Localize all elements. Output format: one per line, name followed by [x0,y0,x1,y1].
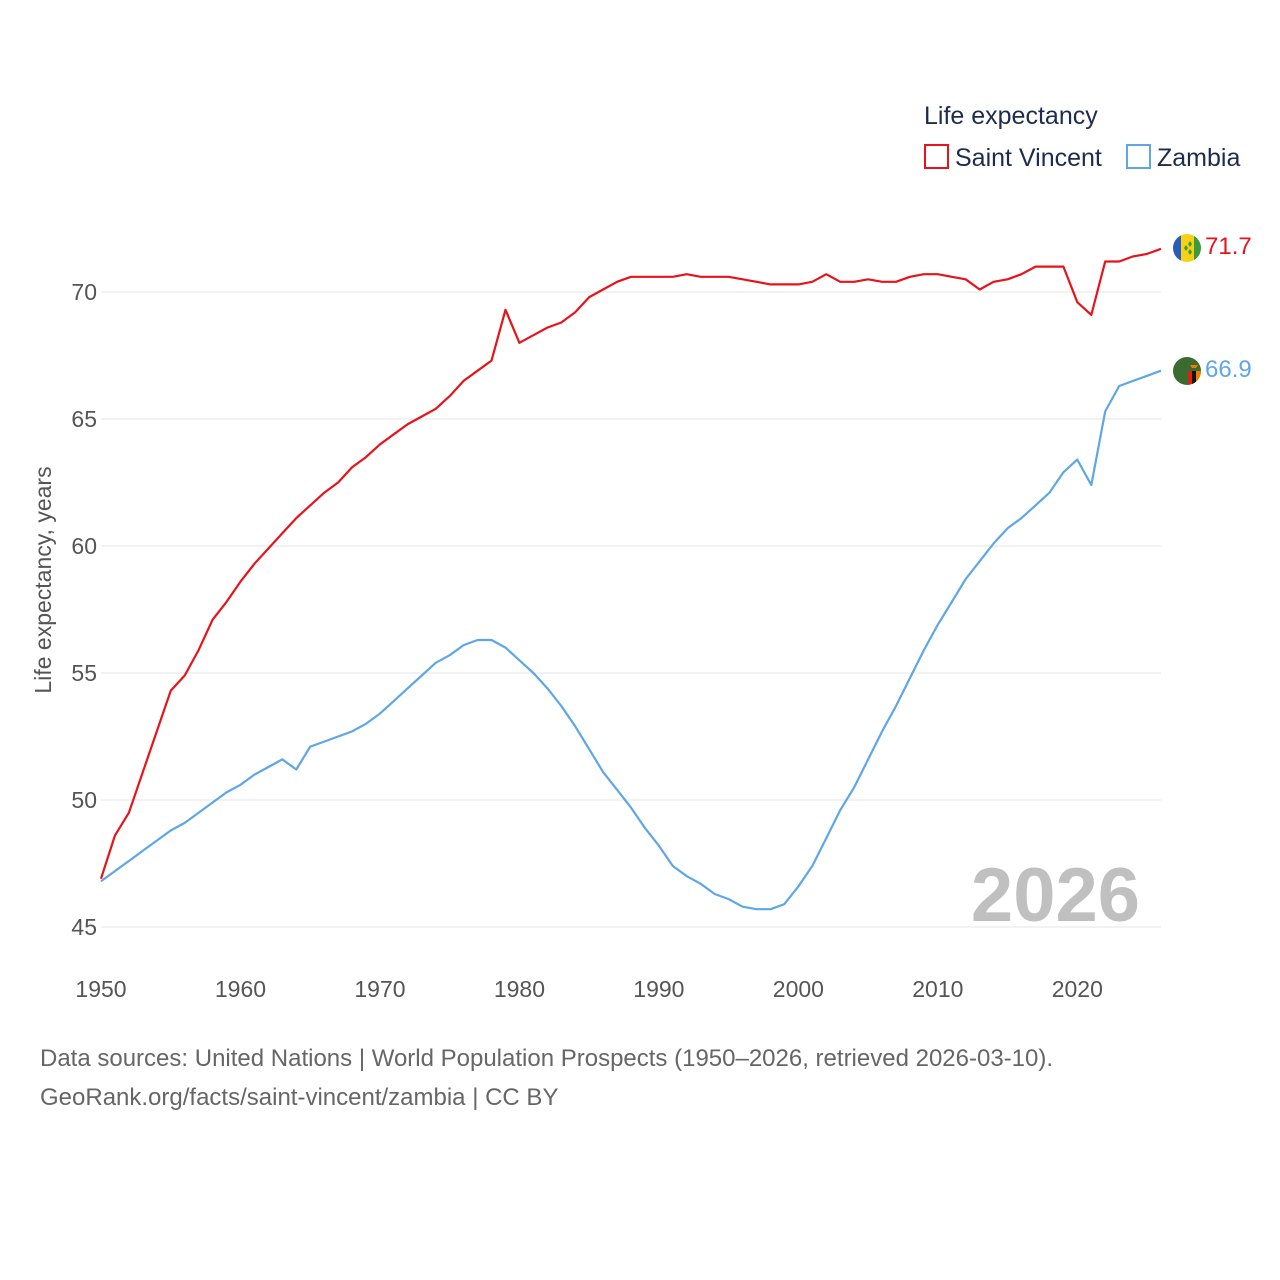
legend: Life expectancy Saint Vincent Zambia [924,102,1240,172]
x-tick-label: 1980 [494,976,545,1002]
series-line-saint-vincent[interactable] [99,247,1162,880]
y-tick-label: 60 [71,533,97,559]
grid-lines [101,291,1161,928]
saint-vincent-flag-icon [1173,234,1201,262]
y-axis-ticks: 45 50 55 60 65 70 [71,279,97,940]
y-axis-title: Life expectancy, years [30,466,56,693]
year-overlay: 2026 [971,853,1140,938]
legend-swatch-zambia[interactable] [1126,144,1151,169]
y-tick-label: 70 [71,279,97,305]
legend-label-zambia[interactable]: Zambia [1157,144,1240,172]
y-tick-label: 65 [71,406,97,432]
legend-title: Life expectancy [924,102,1098,130]
series-line-zambia[interactable] [100,369,1162,911]
x-axis-ticks: 1950 1960 1970 1980 1990 2000 2010 2020 [75,976,1102,1002]
y-tick-label: 55 [71,660,97,686]
series-lines [99,247,1162,911]
life-expectancy-chart: 45 50 55 60 65 70 1950 1960 1970 1980 1990 2000 201… [30,102,1252,1002]
end-label-zambia: 66.9 [1205,356,1252,383]
x-tick-label: 2020 [1052,976,1103,1002]
x-tick-label: 2000 [773,976,824,1002]
legend-label-saint-vincent[interactable]: Saint Vincent [955,144,1102,172]
legend-swatch-saint-vincent[interactable] [924,144,949,169]
y-tick-label: 45 [71,914,97,940]
source-line-2[interactable]: GeoRank.org/facts/saint-vincent/zambia |… [40,1084,559,1111]
x-tick-label: 1960 [215,976,266,1002]
x-tick-label: 1990 [633,976,684,1002]
source-line-1: Data sources: United Nations | World Pop… [40,1045,1054,1072]
y-tick-label: 50 [71,787,97,813]
x-tick-label: 1950 [75,976,126,1002]
end-label-saint-vincent: 71.7 [1205,233,1252,260]
x-tick-label: 1970 [354,976,405,1002]
x-tick-label: 2010 [912,976,963,1002]
zambia-flag-icon [1173,357,1201,385]
